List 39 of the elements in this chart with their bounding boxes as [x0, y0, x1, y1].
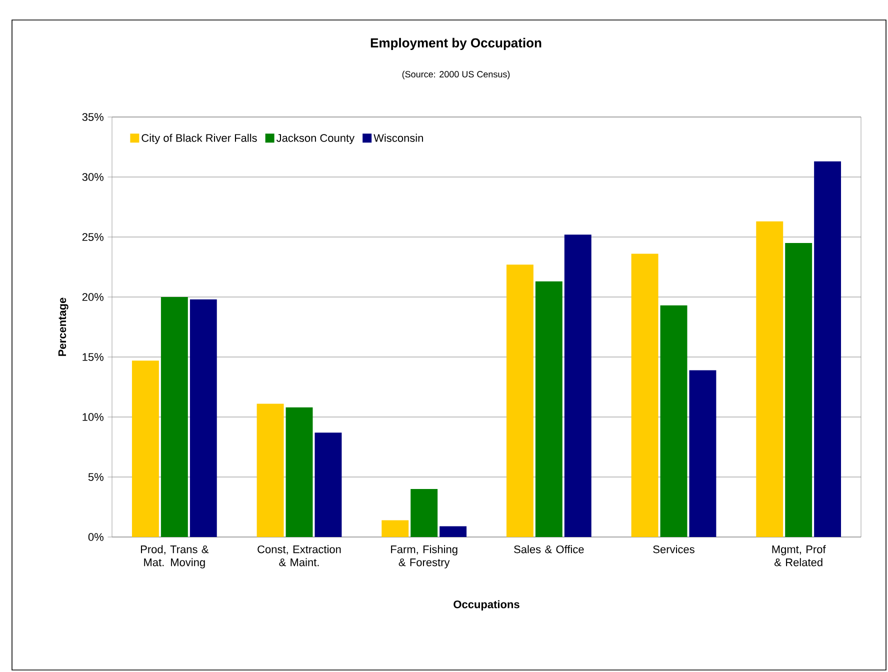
y-tick-label: 35% [82, 113, 104, 121]
legend-label: City of Black River Falls [142, 134, 257, 144]
bar [440, 526, 467, 538]
x-tick-label: Prod, Trans & Mat. Moving [140, 545, 209, 568]
bar [631, 254, 658, 538]
bar [160, 297, 188, 538]
bar [256, 404, 284, 538]
bar [132, 360, 159, 538]
chart-subtitle: (Source: 2000 US Census) [402, 70, 510, 80]
y-tick-label: 0% [88, 533, 104, 541]
y-tick-label: 25% [82, 233, 104, 241]
chart-title: Employment by Occupation [370, 38, 542, 50]
y-tick-label: 10% [82, 413, 104, 421]
x-tick-label: Const, Extraction & Maint. [258, 545, 341, 566]
y-tick-label: 20% [82, 293, 104, 301]
bar [314, 432, 342, 538]
bar [564, 234, 592, 538]
x-tick-label: Services [653, 545, 694, 554]
bar [286, 407, 313, 538]
x-tick-label: Sales & Office [514, 545, 584, 554]
bar [382, 520, 409, 538]
legend-label: Wisconsin [374, 134, 423, 142]
x-tick-label: Mgmt, Prof & Related [772, 545, 826, 566]
bar [506, 264, 534, 538]
bar [689, 370, 716, 538]
x-axis-title: Occupations [454, 600, 520, 610]
bar [756, 221, 784, 538]
bar [535, 281, 562, 538]
y-tick-label: 30% [82, 173, 104, 181]
bar [190, 299, 217, 538]
legend-label: Jackson County [276, 134, 355, 144]
bar [814, 161, 842, 538]
y-tick-label: 15% [82, 353, 104, 361]
bar [785, 243, 812, 538]
y-axis-title: Percentage [58, 298, 68, 356]
bar [660, 305, 688, 538]
bar [410, 489, 438, 538]
y-tick-label: 5% [88, 473, 104, 481]
x-tick-label: Farm, Fishing & Forestry [391, 545, 458, 568]
